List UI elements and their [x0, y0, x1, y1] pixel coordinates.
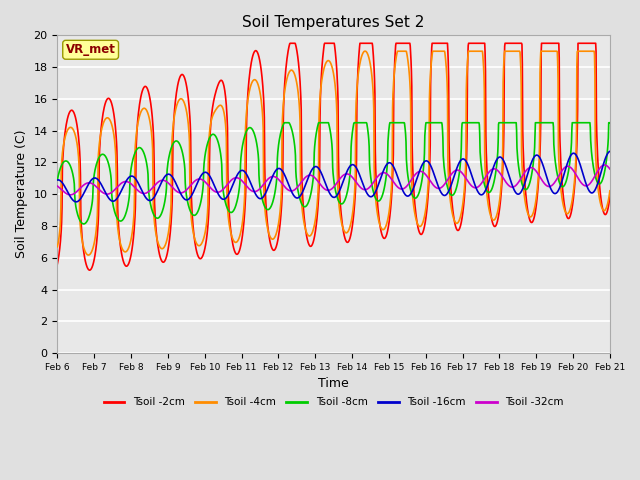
Title: Soil Temperatures Set 2: Soil Temperatures Set 2: [243, 15, 425, 30]
X-axis label: Time: Time: [318, 377, 349, 390]
Text: VR_met: VR_met: [66, 43, 116, 56]
Y-axis label: Soil Temperature (C): Soil Temperature (C): [15, 130, 28, 258]
Legend: Tsoil -2cm, Tsoil -4cm, Tsoil -8cm, Tsoil -16cm, Tsoil -32cm: Tsoil -2cm, Tsoil -4cm, Tsoil -8cm, Tsoi…: [99, 393, 568, 411]
